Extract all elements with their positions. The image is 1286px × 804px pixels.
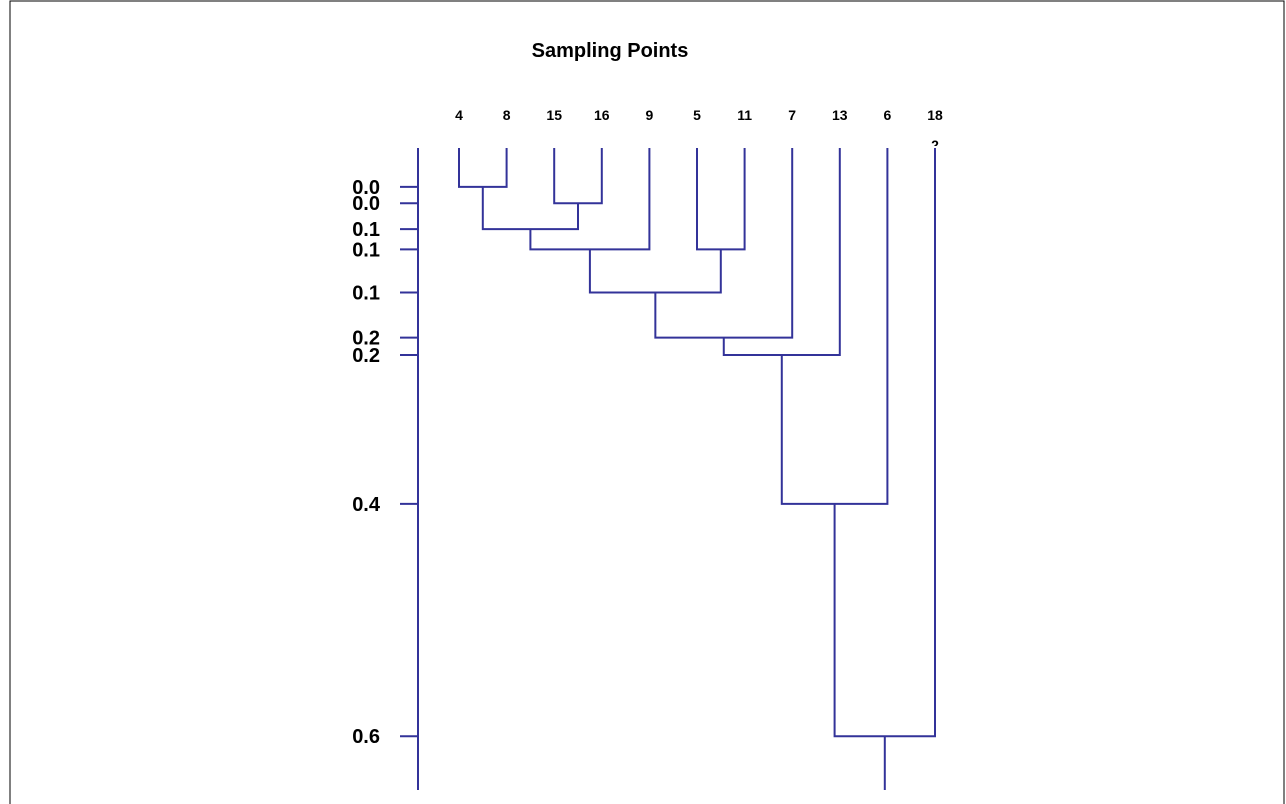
merge-link <box>458 148 508 188</box>
y-tick-label: 0.1 <box>352 239 380 261</box>
merge-link <box>529 148 651 251</box>
y-tick-label: 0.0 <box>352 193 380 215</box>
leaf-label: 15 <box>546 107 562 123</box>
y-tick-label: 0.1 <box>352 219 380 241</box>
merge-link <box>833 148 936 738</box>
leaf-label: 6 <box>884 107 892 123</box>
leaf-label: 18 <box>927 107 943 123</box>
y-tick-label: 0.1 <box>352 283 380 305</box>
merge-link <box>553 148 603 205</box>
leaf-label: 7 <box>788 107 796 123</box>
leaf-label: 8 <box>503 107 511 123</box>
y-tick-label: 0.2 <box>352 345 380 367</box>
y-tick-label: 0.4 <box>352 494 381 516</box>
leaf-label: 16 <box>594 107 610 123</box>
frame <box>9 0 1285 804</box>
leaf-label: 9 <box>646 107 654 123</box>
y-tick-label: 0.0 <box>352 177 380 199</box>
leaf-label-overflow: 2 <box>931 137 939 153</box>
leaf-label: 4 <box>455 107 463 123</box>
y-tick-label: 0.2 <box>352 328 380 350</box>
leaf-label: 11 <box>737 107 752 123</box>
leaf-label: 5 <box>693 107 701 123</box>
merge-link <box>481 186 579 231</box>
leaf-label: 13 <box>832 107 848 123</box>
y-tick-label: 0.6 <box>352 726 380 748</box>
chart-title: Sampling Points <box>532 40 689 62</box>
merge-link <box>780 148 889 505</box>
merge-link <box>654 148 794 339</box>
merge-link <box>722 148 841 356</box>
merge-link <box>588 249 722 294</box>
merge-link <box>696 148 746 251</box>
